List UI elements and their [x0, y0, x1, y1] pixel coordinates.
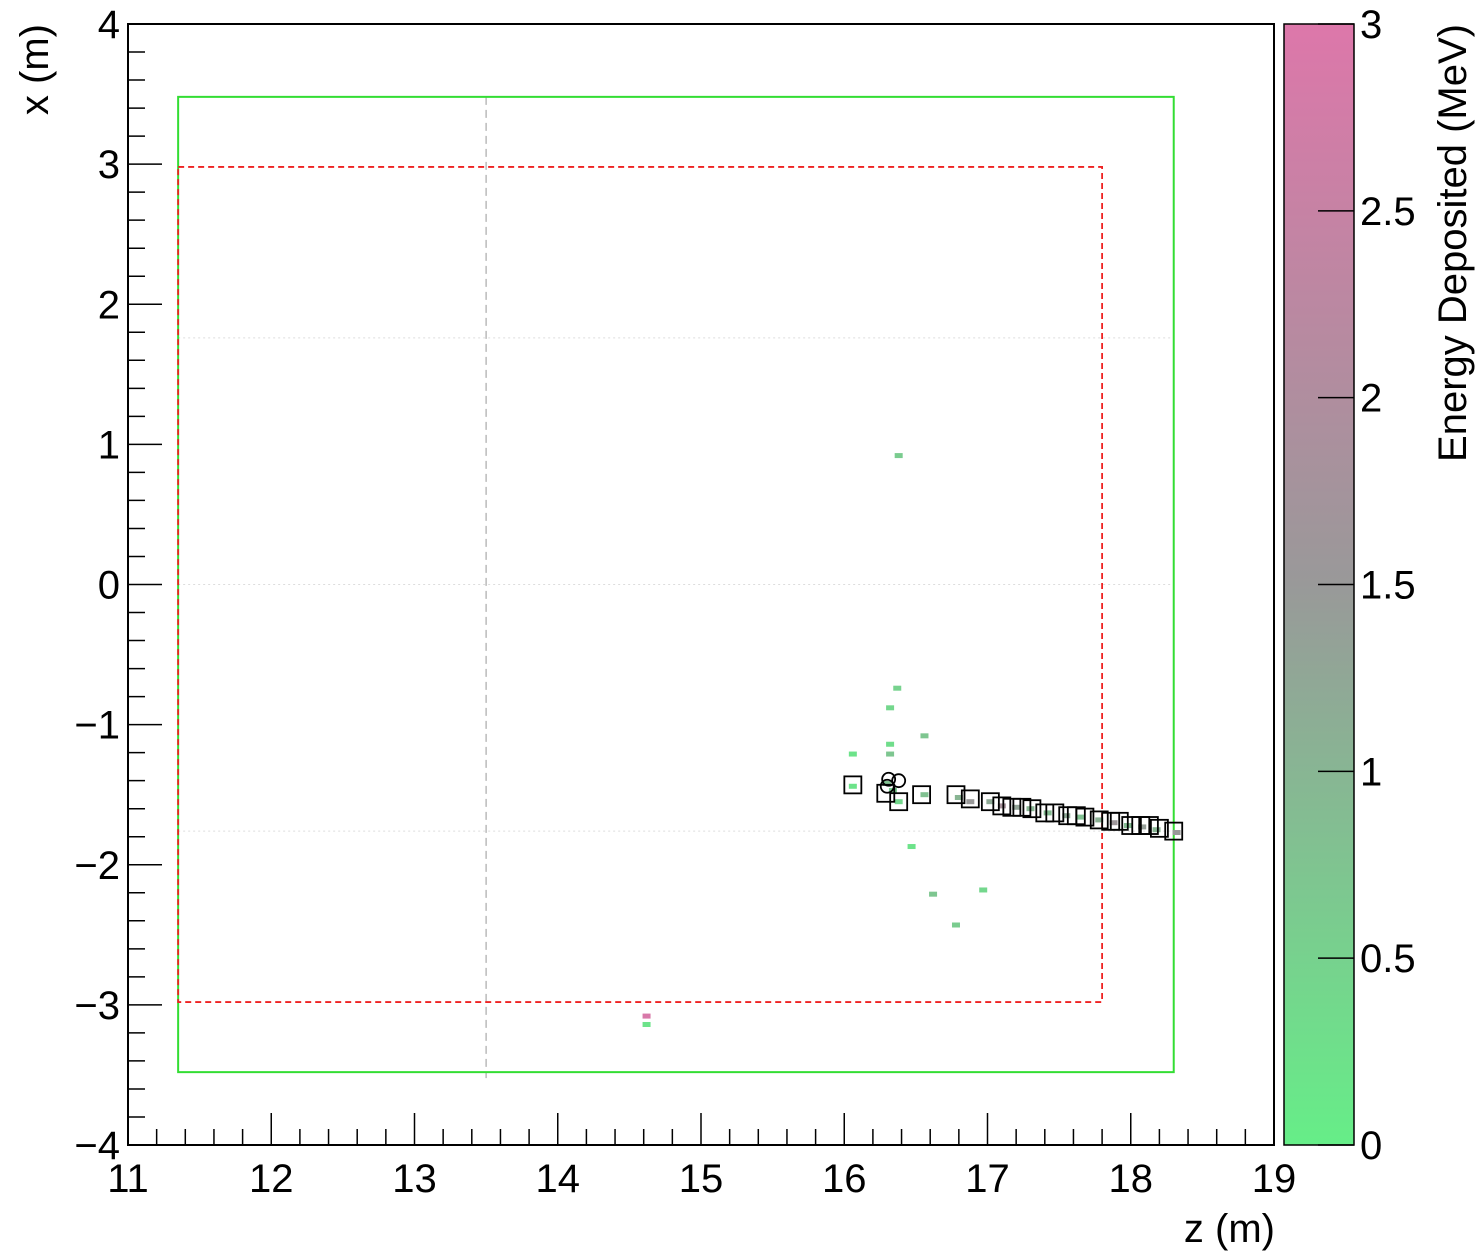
colorbar-tick-label: 2 [1360, 377, 1382, 421]
y-axis: 4 3 2 1 0 −1 −2 −3 −4 [74, 3, 162, 1168]
square-marker [1002, 797, 1022, 817]
hit-point [929, 891, 938, 897]
hit-point [893, 685, 902, 691]
fiducial-boundary [177, 166, 1104, 1003]
square-marker [960, 789, 980, 809]
hit-point [954, 794, 963, 800]
hit-point [1095, 817, 1104, 823]
x-tick-label: 16 [822, 1157, 867, 1201]
colorbar-tick-label: 0.5 [1360, 937, 1416, 981]
y-tick-label: 1 [98, 423, 120, 467]
colorbar-tick-label: 2.5 [1360, 190, 1416, 234]
hit-point [1062, 813, 1071, 819]
reference-lines [178, 96, 1174, 1079]
hit-point [1012, 804, 1021, 810]
hit-point [1043, 810, 1052, 816]
hit-point [848, 783, 857, 789]
square-marker [1089, 810, 1109, 830]
hit-point [886, 751, 895, 757]
circle-marker [891, 773, 907, 789]
x-tick-label: 14 [536, 1157, 581, 1201]
y-tick-label: −4 [74, 1124, 120, 1168]
colorbar-tick-label: 0 [1360, 1124, 1382, 1168]
x-tick-label: 18 [1109, 1157, 1154, 1201]
colorbar-tick-label: 1.5 [1360, 564, 1416, 608]
square-marker [1075, 807, 1095, 827]
hit-point [1152, 827, 1161, 833]
colorbar-axis: 0 0.5 1 1.5 2 2.5 3 [1318, 3, 1416, 1168]
hit-point [920, 792, 929, 798]
x-axis-label: z (m) [1184, 1207, 1275, 1251]
square-marker [1150, 818, 1169, 838]
hit-point [886, 741, 895, 747]
hit-point [986, 799, 995, 805]
y-tick-label: 2 [98, 283, 120, 327]
x-tick-label: 19 [1252, 1157, 1297, 1201]
x-tick-label: 13 [392, 1157, 437, 1201]
x-tick-label: 11 [107, 1157, 149, 1201]
hit-point [920, 733, 929, 739]
circle-marker [879, 778, 895, 794]
square-marker [992, 796, 1012, 816]
hits-layer [642, 453, 1181, 1027]
hit-point [1076, 814, 1085, 820]
square-marker [1035, 803, 1055, 823]
hit-point [886, 705, 895, 711]
hit-point [894, 453, 903, 459]
colorbar-tick-label: 1 [1360, 750, 1382, 794]
hit-point [979, 887, 988, 893]
hit-point [894, 799, 903, 805]
square-marker [843, 775, 863, 795]
hit-point [997, 803, 1006, 809]
square-marker [889, 792, 909, 812]
x-tick-label: 17 [965, 1157, 1010, 1201]
y-tick-label: −3 [74, 984, 120, 1028]
hit-point [642, 1013, 651, 1019]
x-tick-label: 15 [679, 1157, 724, 1201]
square-marker [980, 792, 1000, 812]
square-marker [946, 785, 966, 805]
hit-point [907, 844, 916, 850]
hit-point [1109, 820, 1118, 826]
hit-point [642, 1021, 651, 1027]
colorbar-label: Energy Deposited (MeV) [1431, 24, 1475, 462]
hit-point [1138, 824, 1147, 830]
square-marker [1045, 803, 1065, 823]
hit-point [1172, 830, 1181, 836]
colorbar-tick-label: 3 [1360, 3, 1382, 47]
square-marker [1109, 811, 1129, 831]
x-tick-label: 12 [249, 1157, 294, 1201]
square-marker [1164, 821, 1184, 841]
y-tick-label: 3 [98, 143, 120, 187]
square-marker [1012, 797, 1032, 817]
square-marker [912, 785, 932, 805]
markers-layer [843, 771, 1184, 841]
hit-point [848, 751, 857, 757]
y-tick-label: 4 [98, 3, 120, 47]
hit-point [951, 922, 960, 928]
y-tick-label: −2 [74, 844, 120, 888]
detector-boundaries [177, 95, 1175, 1074]
square-marker [1022, 799, 1042, 819]
hit-point [966, 799, 975, 805]
y-tick-label: 0 [98, 564, 120, 608]
x-axis: 11 12 13 14 15 16 17 18 19 [107, 1113, 1296, 1201]
square-marker [1121, 816, 1141, 835]
circle-marker [881, 771, 897, 787]
y-tick-label: −1 [74, 704, 120, 748]
hit-point [883, 780, 892, 786]
square-marker [1139, 816, 1159, 835]
y-axis-label: x (m) [13, 24, 57, 115]
